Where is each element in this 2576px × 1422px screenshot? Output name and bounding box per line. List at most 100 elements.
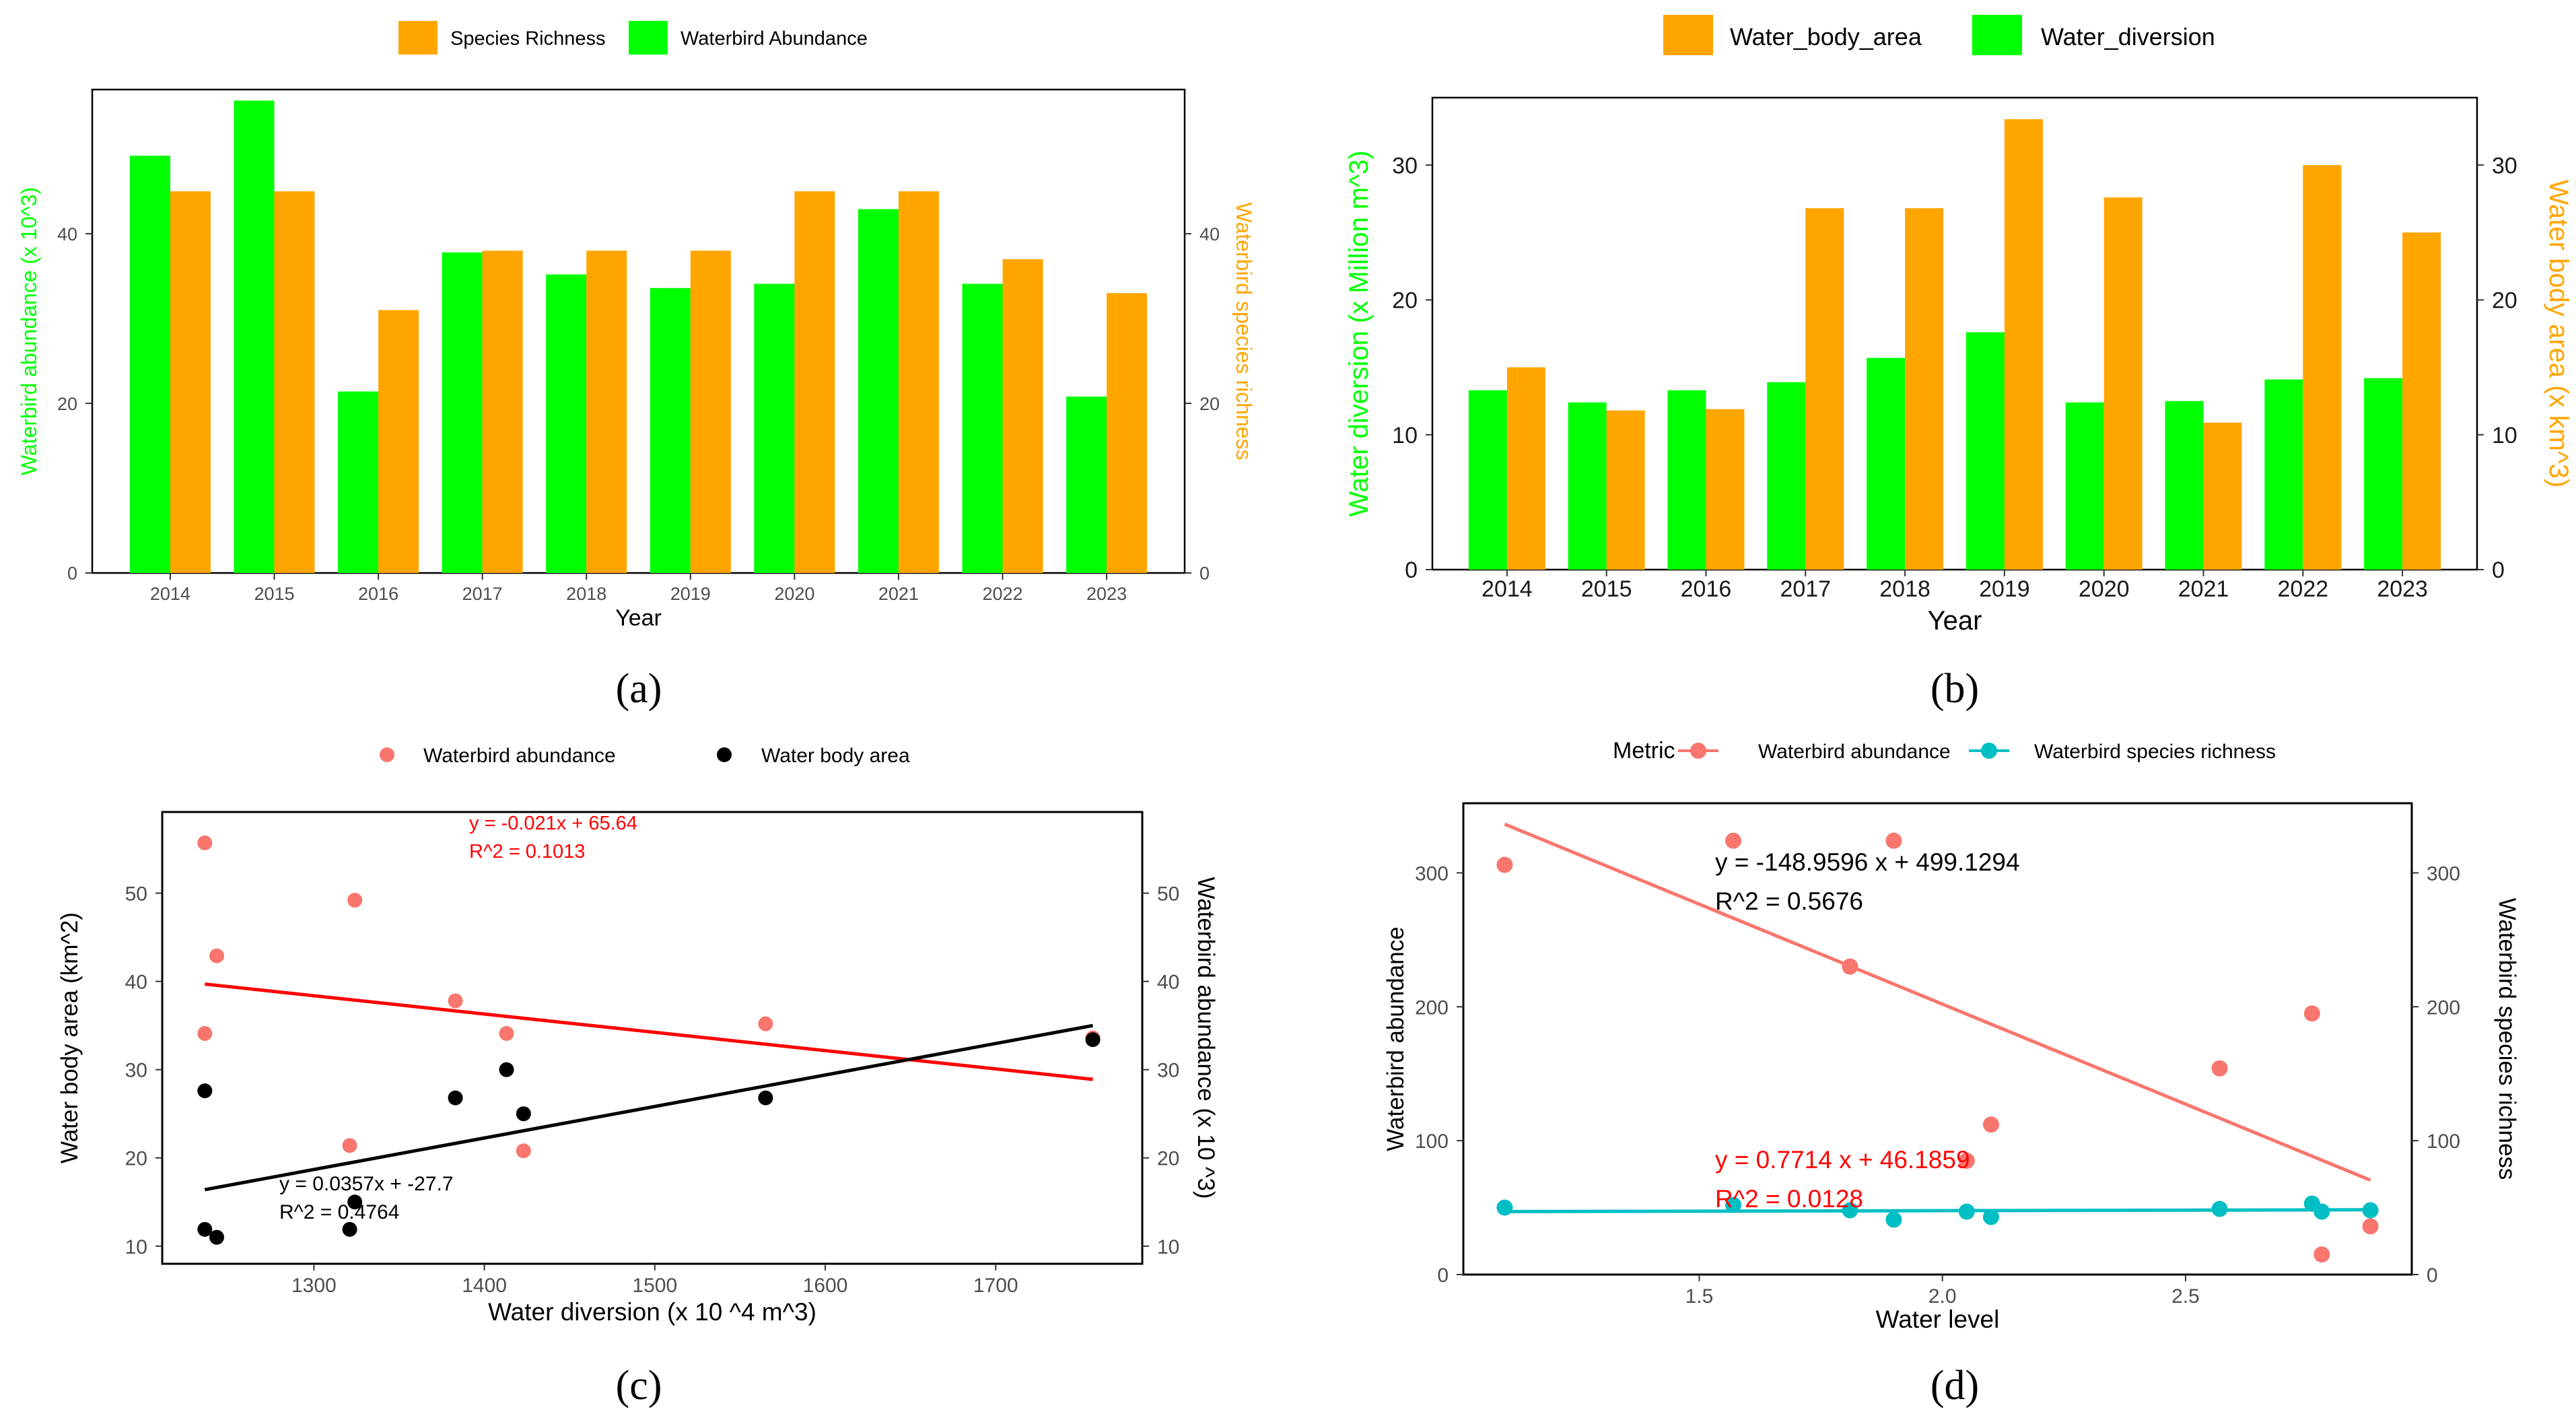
bar-water-diversion-2015 [1568, 402, 1607, 570]
point-water-body-area [197, 1221, 213, 1237]
point-water-body-area [516, 1106, 531, 1122]
y-right-tick-label: 0 [2427, 1264, 2438, 1287]
regression-annotation: R^2 = 0.1013 [469, 841, 585, 862]
bar-waterbird-abundance-2021 [858, 209, 899, 573]
point-waterbird-species-richness [1982, 1209, 1999, 1225]
point-water-body-area [758, 1090, 773, 1106]
bar-species-richness-2021 [898, 191, 939, 573]
y-right-tick-label: 0 [1199, 564, 1210, 584]
point-waterbird-species-richness [1958, 1203, 1975, 1220]
bar-waterbird-abundance-2020 [754, 283, 795, 573]
bar-waterbird-abundance-2022 [962, 283, 1003, 573]
x-tick-label: 2022 [982, 584, 1022, 604]
x-tick-label: 1600 [803, 1275, 848, 1297]
point-waterbird-abundance [197, 1025, 213, 1041]
y-right-axis-label: Waterbird species richness [1232, 203, 1256, 461]
bar-water-diversion-2016 [1667, 390, 1706, 570]
bar-water-body-area-2018 [1905, 208, 1944, 570]
x-tick-label: 2021 [878, 584, 919, 604]
legend-marker [1981, 743, 1997, 759]
bar-species-richness-2022 [1002, 259, 1043, 573]
legend-label: Waterbird abundance [1758, 741, 1951, 763]
point-water-body-area [209, 1229, 225, 1245]
y-axis-label: Water body area (km^2) [57, 912, 83, 1163]
point-waterbird-abundance [1842, 958, 1858, 975]
y-tick-label: 0 [1437, 1264, 1449, 1287]
point-water-body-area [1085, 1032, 1101, 1048]
point-waterbird-abundance [499, 1025, 514, 1041]
bar-water-diversion-2018 [1867, 358, 1906, 570]
regression-annotation: R^2 = 0.5676 [1715, 887, 1863, 915]
bar-water-diversion-2022 [2264, 379, 2303, 570]
chart-marks [129, 100, 2441, 1263]
bar-waterbird-abundance-2023 [1066, 396, 1107, 573]
point-waterbird-abundance [1982, 1116, 1999, 1133]
x-tick-label: 1400 [462, 1275, 507, 1297]
x-tick-label: 2015 [1581, 576, 1632, 602]
bar-water-body-area-2022 [2303, 165, 2342, 570]
bar-species-richness-2016 [378, 310, 419, 573]
y-tick-label: 10 [125, 1236, 147, 1258]
bar-species-richness-2015 [274, 191, 315, 573]
y-axis-label: Water diversion (x Million m^3) [1344, 150, 1374, 516]
x-tick-label: 2023 [2377, 576, 2428, 602]
y-right-tick-label: 10 [1157, 1236, 1179, 1258]
x-tick-label: 1500 [632, 1275, 677, 1297]
bar-species-richness-2020 [794, 191, 835, 573]
x-tick-label: 2021 [2178, 576, 2229, 602]
bar-water-body-area-2016 [1706, 409, 1745, 570]
legend-title: Metric [1613, 738, 1675, 764]
y-right-axis-label: Waterbird abundance (x 10 ^3) [1193, 877, 1219, 1198]
x-tick-label: 2.0 [1928, 1285, 1957, 1308]
legend-label: Waterbird abundance [423, 745, 616, 767]
legend-label: Water_body_area [1730, 23, 1922, 50]
panel-label: (d) [1930, 1363, 1979, 1409]
legend-marker [380, 747, 394, 762]
point-waterbird-abundance [1496, 856, 1513, 873]
point-waterbird-species-richness [1725, 1196, 1742, 1213]
bar-waterbird-abundance-2016 [338, 391, 379, 573]
regression-annotation: y = -0.021x + 65.64 [469, 813, 637, 834]
y-tick-label: 20 [125, 1148, 147, 1170]
x-tick-label: 2017 [462, 584, 503, 604]
point-waterbird-abundance [209, 948, 225, 963]
point-waterbird-species-richness [2313, 1203, 2330, 1220]
y-tick-label: 20 [1392, 288, 1418, 314]
y-tick-label: 20 [57, 394, 77, 414]
y-right-axis-label: Water body area (x km^3) [2544, 180, 2573, 487]
bar-water-diversion-2023 [2364, 378, 2403, 570]
panel-label: (a) [616, 666, 662, 712]
x-tick-label: 2022 [2278, 576, 2329, 602]
bar-water-diversion-2020 [2065, 402, 2104, 570]
x-tick-label: 2016 [358, 584, 398, 604]
fit-line-salmon [1504, 822, 2371, 1182]
point-waterbird-abundance [1958, 1152, 1975, 1169]
y-right-tick-label: 40 [1157, 972, 1179, 994]
bar-water-body-area-2023 [2402, 232, 2441, 570]
bar-water-body-area-2019 [2004, 119, 2043, 570]
y-right-tick-label: 100 [2427, 1130, 2460, 1153]
y-right-tick-label: 30 [1157, 1060, 1179, 1082]
point-waterbird-species-richness [2362, 1202, 2379, 1219]
y-tick-label: 30 [125, 1060, 147, 1082]
x-tick-label: 1.5 [1685, 1285, 1714, 1308]
point-water-body-area [499, 1062, 514, 1077]
x-tick-label: 2017 [1780, 576, 1831, 602]
y-axis-label: Waterbird abundance (x 10^3) [17, 187, 41, 475]
legend-swatch [1663, 15, 1713, 55]
x-axis-label: Water diversion (x 10 ^4 m^3) [488, 1298, 816, 1326]
bar-waterbird-abundance-2018 [546, 274, 587, 573]
legend-label: Waterbird species richness [2034, 741, 2276, 763]
x-tick-label: 1300 [291, 1275, 337, 1297]
bar-water-body-area-2017 [1805, 208, 1844, 570]
y-tick-label: 200 [1415, 996, 1449, 1019]
legend-label: Water body area [761, 745, 910, 767]
point-waterbird-abundance [758, 1016, 773, 1031]
bar-water-diversion-2017 [1767, 382, 1806, 570]
legend-marker [717, 747, 732, 762]
y-tick-label: 0 [67, 564, 77, 584]
regression-annotation: y = -148.9596 x + 499.1294 [1715, 848, 2020, 876]
bar-water-diversion-2021 [2165, 401, 2204, 570]
x-axis-label: Water level [1876, 1306, 2000, 1333]
